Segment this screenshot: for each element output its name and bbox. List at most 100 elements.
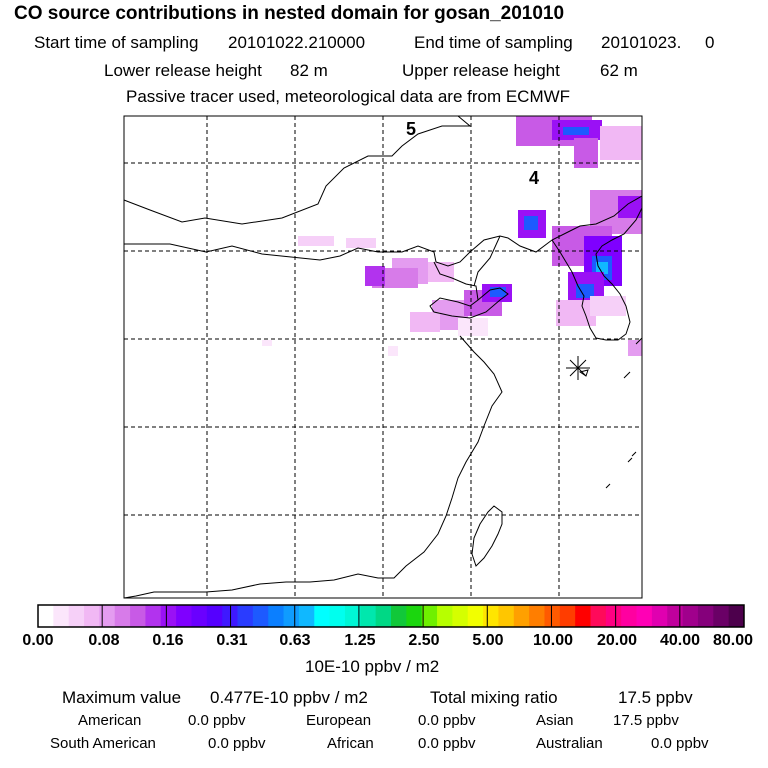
plume-cell (346, 238, 376, 248)
total-mixing-value: 17.5 ppbv (618, 688, 693, 707)
colorbar-swatch (176, 605, 192, 627)
colorbar-swatch (559, 605, 576, 627)
south-american-label: South American (50, 735, 156, 752)
colorbar-swatch (713, 605, 730, 627)
colorbar-swatch (452, 605, 469, 627)
european-label: European (306, 712, 372, 729)
colorbar-tick-label: 1.25 (344, 632, 376, 649)
coastline-jeju (578, 369, 589, 377)
colorbar-swatch (38, 605, 54, 627)
plume-cell (298, 236, 334, 246)
colorbar-swatch (575, 605, 591, 627)
colorbar-swatch (237, 605, 254, 627)
coastline-japan (605, 337, 643, 489)
colorbar-swatch (344, 605, 361, 627)
colorbar-tick-label: 40.00 (659, 632, 701, 649)
colorbar-swatch (697, 605, 714, 627)
tracer-note: Passive tracer used, meteorological data… (126, 87, 571, 106)
plume-cell (365, 266, 385, 286)
receptor-stroke (569, 359, 587, 377)
end-time-value: 20101023. 0 (601, 33, 715, 52)
colorbar-frame (37, 604, 745, 628)
lower-release-label: Lower release height (104, 61, 262, 80)
map-frame (123, 115, 643, 599)
colorbar-tick-label: 2.50 (408, 632, 440, 649)
day-marker-5: 5 (406, 119, 417, 139)
plume-cell (600, 126, 642, 160)
coastline-taiwan (471, 505, 503, 567)
american-value: 0.0 ppbv (188, 712, 246, 729)
colorbar-swatch (590, 605, 607, 627)
plume-cell (556, 300, 596, 326)
max-value-label: Maximum value (62, 688, 182, 707)
colorbar-swatch (360, 605, 377, 627)
plume-cell (458, 318, 488, 336)
colorbar-swatch (160, 605, 177, 627)
plume-cell (490, 287, 506, 297)
coastline-korea (551, 207, 643, 341)
american-label: American (78, 712, 142, 729)
plume-cell (410, 312, 440, 332)
plume-cell (596, 262, 608, 274)
colorbar-swatch (437, 605, 453, 627)
colorbar-swatch (605, 605, 622, 627)
colorbar-units: 10E-10 ppbv / m2 (305, 657, 440, 676)
african-value: 0.0 ppbv (418, 735, 476, 752)
australian-label: Australian (536, 735, 603, 752)
european-value: 0.0 ppbv (418, 712, 476, 729)
chart-title: CO source contributions in nested domain… (14, 3, 565, 24)
asian-value: 17.5 ppbv (613, 712, 679, 729)
south-american-value: 0.0 ppbv (208, 735, 266, 752)
colorbar-swatch (391, 605, 407, 627)
plume-cell (524, 216, 538, 230)
colorbar-swatch (329, 605, 346, 627)
colorbar-swatch (513, 605, 530, 627)
colorbar-swatch (544, 605, 561, 627)
receptor-marker (566, 356, 590, 380)
african-label: African (327, 735, 374, 752)
colorbar-swatch (222, 605, 238, 627)
colorbar-swatch (130, 605, 146, 627)
colorbar-tick-label: 0.00 (22, 632, 54, 649)
colorbar-swatch (268, 605, 284, 627)
plume-cell (618, 196, 642, 218)
colorbar (37, 604, 745, 628)
coastline-north (123, 115, 472, 225)
colorbar-swatch (99, 605, 116, 627)
coastline-shandong (123, 235, 503, 599)
colorbar-swatch (728, 605, 745, 627)
colorbar-swatch (191, 605, 208, 627)
colorbar-swatch (483, 605, 499, 627)
colorbar-swatch (498, 605, 515, 627)
plume-cell (262, 340, 272, 346)
colorbar-swatch (114, 605, 131, 627)
colorbar-tick-label: 0.08 (88, 632, 120, 649)
colorbar-swatch (682, 605, 699, 627)
colorbar-tick-label: 80.00 (712, 632, 754, 649)
start-time-value: 20101022.210000 (228, 33, 366, 52)
colorbar-swatch (298, 605, 315, 627)
colorbar-swatch (406, 605, 423, 627)
colorbar-swatch (667, 605, 684, 627)
colorbar-swatch (145, 605, 162, 627)
colorbar-swatch (529, 605, 545, 627)
upper-release-value: 62 m (600, 61, 638, 80)
grid-layer (124, 116, 642, 598)
lower-release-value: 82 m (290, 61, 328, 80)
colorbar-tick-label: 0.31 (216, 632, 248, 649)
asian-label: Asian (536, 712, 574, 729)
plume-cell (576, 284, 594, 298)
plume-cell (628, 340, 642, 356)
plume-cell (590, 296, 626, 316)
colorbar-swatch (467, 605, 484, 627)
colorbar-swatch (375, 605, 392, 627)
coastline-bohai (124, 195, 643, 267)
colorbar-swatch (421, 605, 438, 627)
coastline-layer (123, 115, 643, 599)
upper-release-label: Upper release height (402, 61, 560, 80)
plume-cell (388, 346, 398, 356)
colorbar-swatch (636, 605, 653, 627)
colorbar-swatch (53, 605, 70, 627)
colorbar-tick-label: 10.00 (532, 632, 574, 649)
